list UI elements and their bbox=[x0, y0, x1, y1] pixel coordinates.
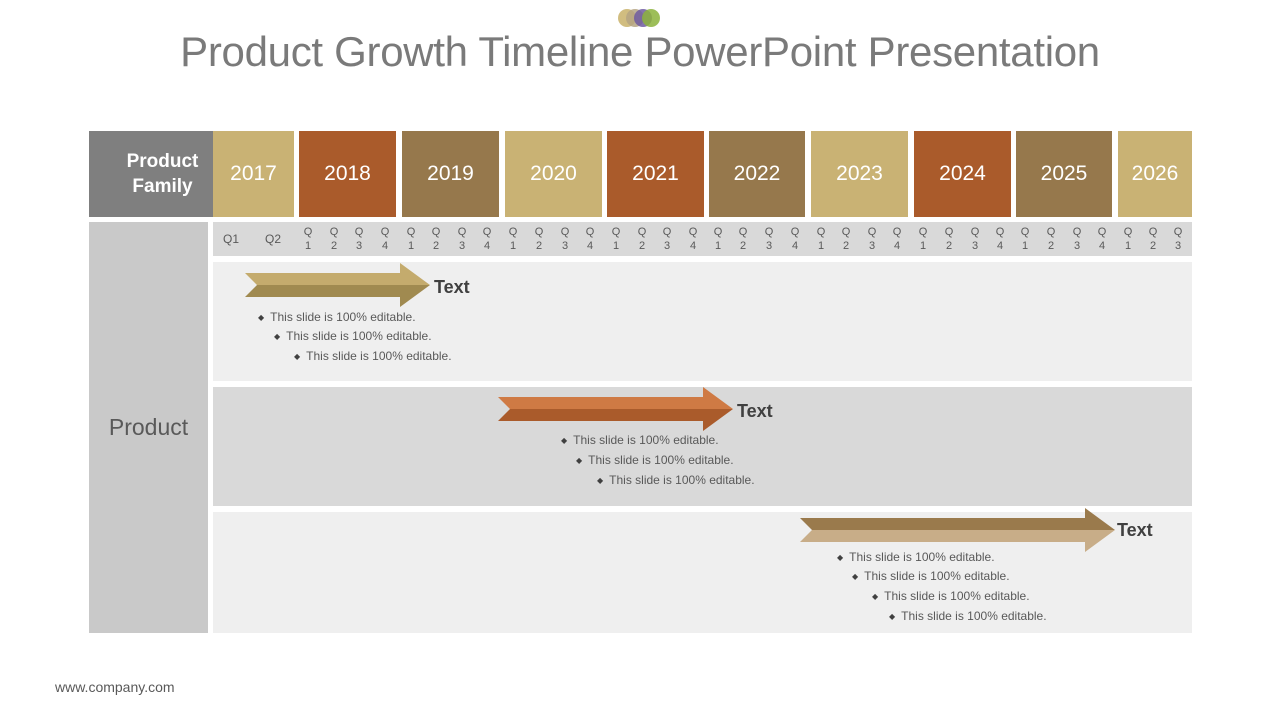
quarter-label: Q 4 bbox=[892, 226, 902, 252]
bullet-item: ◆ This slide is 100% editable. bbox=[889, 609, 1047, 623]
quarter-label: Q 4 bbox=[380, 226, 390, 252]
arrow-upper bbox=[498, 387, 733, 409]
quarter-label: Q 2 bbox=[1148, 226, 1158, 252]
year-header-2023: 2023 bbox=[811, 131, 908, 217]
quarter-label: Q 4 bbox=[790, 226, 800, 252]
quarter-label: Q 1 bbox=[713, 226, 723, 252]
bullet-text: This slide is 100% editable. bbox=[864, 569, 1010, 583]
year-header-2025: 2025 bbox=[1016, 131, 1112, 217]
quarter-label: Q 4 bbox=[482, 226, 492, 252]
year-header-2019: 2019 bbox=[402, 131, 499, 217]
quarter-label: Q 1 bbox=[816, 226, 826, 252]
bullet-text: This slide is 100% editable. bbox=[849, 550, 995, 564]
quarter-label: Q 4 bbox=[1097, 226, 1107, 252]
quarter-label: Q 1 bbox=[303, 226, 313, 252]
arrow-upper bbox=[800, 508, 1115, 530]
diamond-bullet-icon: ◆ bbox=[872, 592, 879, 601]
quarter-label: Q 1 bbox=[1020, 226, 1030, 252]
quarter-label: Q 3 bbox=[764, 226, 774, 252]
arrow-lower bbox=[498, 409, 733, 431]
bullet-text: This slide is 100% editable. bbox=[588, 453, 734, 467]
arrow-lower bbox=[245, 285, 430, 307]
bullet-item: ◆ This slide is 100% editable. bbox=[576, 453, 734, 467]
quarter-label: Q 2 bbox=[738, 226, 748, 252]
timeline-arrow bbox=[245, 263, 430, 307]
bullet-item: ◆ This slide is 100% editable. bbox=[872, 589, 1030, 603]
product-family-header: Product Family bbox=[89, 131, 236, 217]
bullet-item: ◆ This slide is 100% editable. bbox=[852, 569, 1010, 583]
bullet-item: ◆ This slide is 100% editable. bbox=[294, 349, 452, 363]
quarter-label: Q 1 bbox=[611, 226, 621, 252]
year-header-2024: 2024 bbox=[914, 131, 1011, 217]
bullet-text: This slide is 100% editable. bbox=[609, 473, 755, 487]
quarter-label: Q 3 bbox=[560, 226, 570, 252]
quarter-label: Q 1 bbox=[406, 226, 416, 252]
diamond-bullet-icon: ◆ bbox=[294, 352, 301, 361]
quarter-label: Q2 bbox=[264, 232, 281, 246]
diamond-bullet-icon: ◆ bbox=[258, 313, 265, 322]
diamond-bullet-icon: ◆ bbox=[274, 332, 281, 341]
quarter-label: Q 1 bbox=[918, 226, 928, 252]
diamond-bullet-icon: ◆ bbox=[852, 572, 859, 581]
year-header-2017: 2017 bbox=[213, 131, 294, 217]
bullet-item: ◆ This slide is 100% editable. bbox=[258, 310, 416, 324]
quarter-label: Q 2 bbox=[637, 226, 647, 252]
quarter-label: Q 3 bbox=[867, 226, 877, 252]
diamond-bullet-icon: ◆ bbox=[889, 612, 896, 621]
quarter-label: Q 4 bbox=[688, 226, 698, 252]
bullet-text: This slide is 100% editable. bbox=[306, 349, 452, 363]
quarter-label: Q 3 bbox=[354, 226, 364, 252]
bullet-text: This slide is 100% editable. bbox=[270, 310, 416, 324]
quarter-strip bbox=[213, 222, 1192, 256]
quarter-label: Q 4 bbox=[585, 226, 595, 252]
logo bbox=[618, 9, 662, 27]
row-title: Text bbox=[737, 401, 773, 421]
footer-url: www.company.com bbox=[55, 679, 175, 695]
quarter-label: Q 3 bbox=[1072, 226, 1082, 252]
quarter-label: Q 3 bbox=[662, 226, 672, 252]
quarter-label: Q 3 bbox=[970, 226, 980, 252]
bullet-item: ◆ This slide is 100% editable. bbox=[837, 550, 995, 564]
year-header-2022: 2022 bbox=[709, 131, 805, 217]
year-header-2018: 2018 bbox=[299, 131, 396, 217]
diamond-bullet-icon: ◆ bbox=[576, 456, 583, 465]
quarter-label: Q 2 bbox=[944, 226, 954, 252]
bullet-item: ◆ This slide is 100% editable. bbox=[597, 473, 755, 487]
quarter-label: Q 2 bbox=[1046, 226, 1056, 252]
year-header-2026: 2026 bbox=[1118, 131, 1192, 217]
quarter-label: Q 1 bbox=[508, 226, 518, 252]
quarter-label: Q 2 bbox=[534, 226, 544, 252]
quarter-label: Q1 bbox=[222, 232, 239, 246]
quarter-label: Q 3 bbox=[457, 226, 467, 252]
year-header-2021: 2021 bbox=[607, 131, 704, 217]
quarter-label: Q 1 bbox=[1123, 226, 1133, 252]
quarter-label: Q 3 bbox=[1173, 226, 1183, 252]
diamond-bullet-icon: ◆ bbox=[837, 553, 844, 562]
year-header-2020: 2020 bbox=[505, 131, 602, 217]
row-title: Text bbox=[1117, 520, 1153, 540]
arrow-lower bbox=[800, 530, 1115, 552]
logo-circle bbox=[642, 9, 660, 27]
quarter-label: Q 2 bbox=[329, 226, 339, 252]
bullet-item: ◆ This slide is 100% editable. bbox=[274, 329, 432, 343]
bullet-text: This slide is 100% editable. bbox=[901, 609, 1047, 623]
quarter-label: Q 2 bbox=[431, 226, 441, 252]
bullet-item: ◆ This slide is 100% editable. bbox=[561, 433, 719, 447]
slide-title: Product Growth Timeline PowerPoint Prese… bbox=[180, 28, 1100, 75]
quarter-label: Q 4 bbox=[995, 226, 1005, 252]
timeline-arrow bbox=[498, 387, 733, 431]
row-title: Text bbox=[434, 277, 470, 297]
timeline-arrow bbox=[800, 508, 1115, 552]
product-row-header: Product bbox=[89, 222, 208, 633]
diamond-bullet-icon: ◆ bbox=[597, 476, 604, 485]
bullet-text: This slide is 100% editable. bbox=[286, 329, 432, 343]
arrow-upper bbox=[245, 263, 430, 285]
quarter-label: Q 2 bbox=[841, 226, 851, 252]
bullet-text: This slide is 100% editable. bbox=[573, 433, 719, 447]
bullet-text: This slide is 100% editable. bbox=[884, 589, 1030, 603]
diamond-bullet-icon: ◆ bbox=[561, 436, 568, 445]
